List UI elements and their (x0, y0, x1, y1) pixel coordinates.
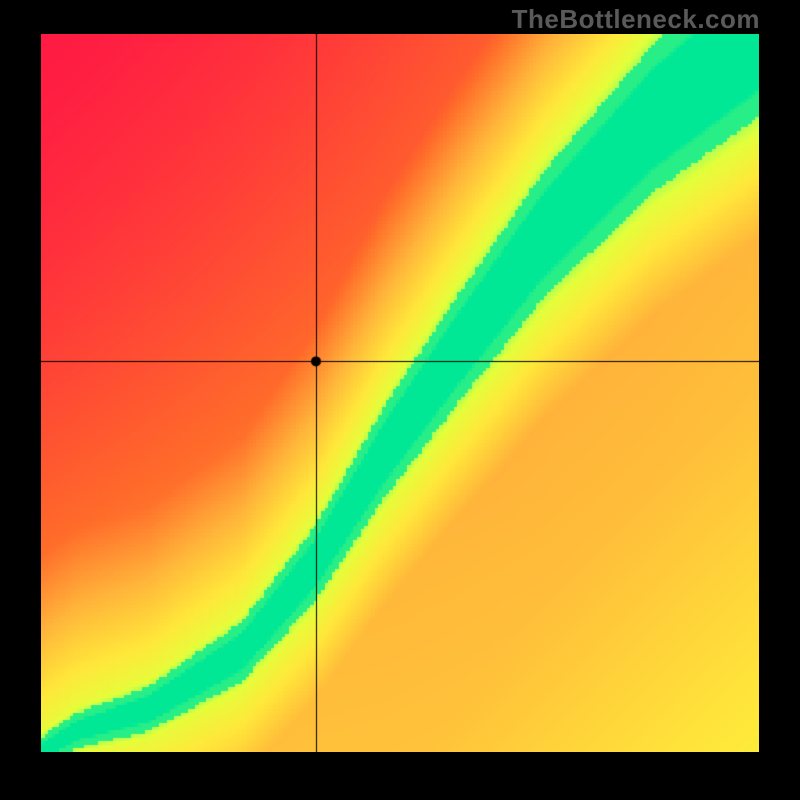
bottleneck-heatmap (41, 34, 759, 752)
chart-frame: TheBottleneck.com (0, 0, 800, 800)
watermark-label: TheBottleneck.com (512, 4, 760, 35)
